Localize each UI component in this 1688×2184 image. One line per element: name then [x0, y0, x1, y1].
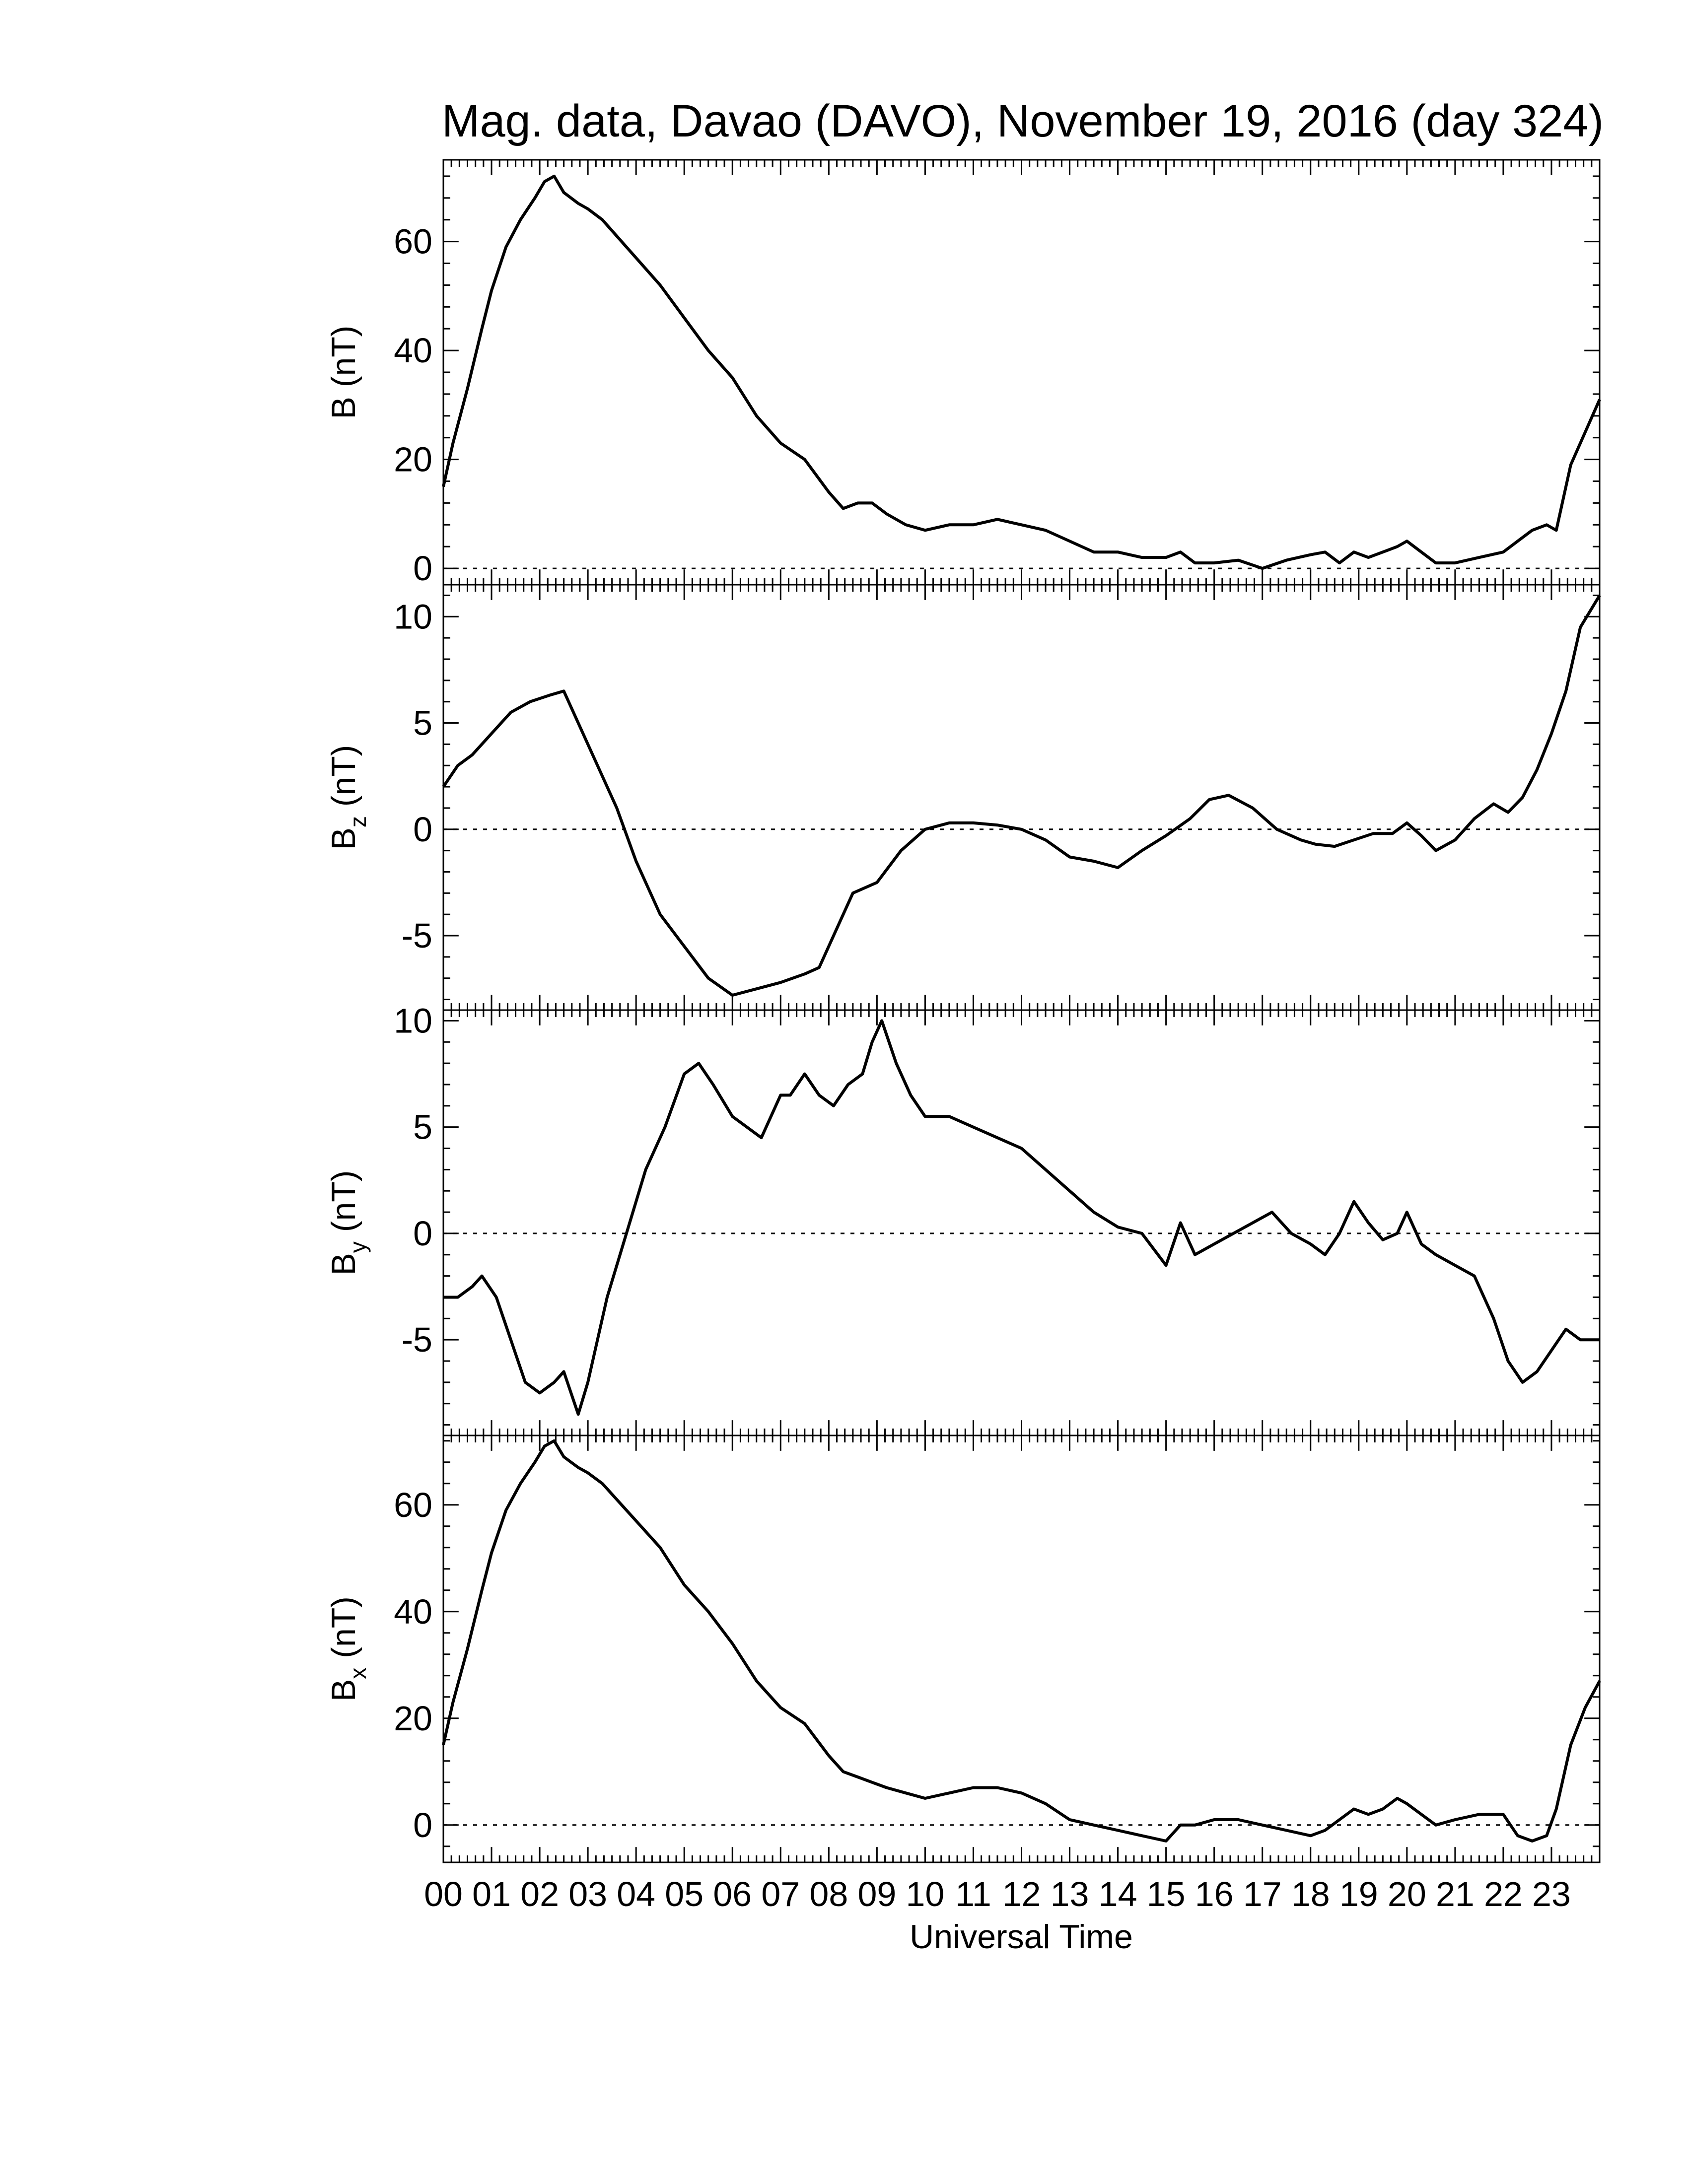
y-tick-label: -5 — [402, 1320, 432, 1359]
y-tick-label: 60 — [394, 222, 432, 261]
y-tick-label: 10 — [394, 597, 432, 636]
x-tick-label: 14 — [1099, 1875, 1137, 1913]
x-tick-label: 19 — [1339, 1875, 1378, 1913]
x-tick-label: 07 — [761, 1875, 800, 1913]
y-tick-label: 60 — [394, 1486, 432, 1524]
y-tick-label: 20 — [394, 440, 432, 479]
x-tick-label: 05 — [665, 1875, 703, 1913]
x-tick-label: 18 — [1291, 1875, 1330, 1913]
y-tick-label: 10 — [394, 1001, 432, 1040]
data-series-line — [442, 594, 1601, 997]
x-tick-label: 06 — [713, 1875, 752, 1913]
y-tick-label: 40 — [394, 1592, 432, 1631]
x-tick-label: 15 — [1147, 1875, 1186, 1913]
panel-b-total: 0 20 40 60 B (nT) — [325, 159, 1601, 588]
plot-frame — [442, 584, 1601, 1011]
panel-by: -5 0 5 10 By (nT) — [325, 1001, 1601, 1436]
y-tick-label: 0 — [413, 1214, 432, 1253]
x-tick-label: 00 — [424, 1875, 463, 1913]
x-tick-label: 08 — [809, 1875, 848, 1913]
panels: 0 20 40 60 B (nT) -5 0 5 10 Bz (nT) -5 0 5 10 By (nT) 0… — [325, 159, 1601, 1863]
plot-frame — [442, 1009, 1601, 1436]
data-series-line — [443, 1019, 1600, 1416]
y-axis-label: By (nT) — [325, 1170, 371, 1276]
y-axis-label: B (nT) — [325, 326, 362, 419]
x-tick-label: 13 — [1051, 1875, 1089, 1913]
x-axis-tick-labels: 00 01 02 03 04 05 06 07 08 09 10 11 12 13 14 15 16 17 18 19… — [424, 1875, 1571, 1913]
y-tick-label: 0 — [413, 549, 432, 588]
panel-bz: -5 0 5 10 Bz (nT) — [325, 584, 1601, 1011]
x-tick-label: 12 — [1002, 1875, 1041, 1913]
x-tick-label: 20 — [1388, 1875, 1426, 1913]
y-tick-label: 0 — [413, 1806, 432, 1844]
y-tick-label: 5 — [413, 704, 432, 743]
y-tick-label: 5 — [413, 1108, 432, 1147]
x-tick-label: 03 — [568, 1875, 607, 1913]
x-tick-label: 02 — [520, 1875, 559, 1913]
y-tick-label: -5 — [402, 916, 432, 955]
x-tick-label: 23 — [1532, 1875, 1571, 1913]
y-tick-label: 0 — [413, 810, 432, 849]
x-tick-label: 09 — [857, 1875, 896, 1913]
x-tick-label: 16 — [1195, 1875, 1234, 1913]
x-tick-label: 17 — [1243, 1875, 1282, 1913]
plot-frame — [442, 159, 1601, 586]
x-tick-label: 22 — [1484, 1875, 1523, 1913]
y-tick-label: 20 — [394, 1699, 432, 1738]
y-axis-label: Bz (nT) — [325, 745, 371, 850]
x-axis-title: Universal Time — [910, 1918, 1133, 1956]
y-axis-label: Bx (nT) — [325, 1596, 371, 1702]
x-tick-label: 04 — [617, 1875, 655, 1913]
x-tick-label: 10 — [906, 1875, 944, 1913]
panel-bx: 0 20 40 60 Bx (nT) — [325, 1434, 1601, 1863]
x-tick-label: 11 — [955, 1875, 991, 1913]
x-tick-label: 21 — [1436, 1875, 1475, 1913]
data-series-line — [442, 1439, 1601, 1843]
data-series-line — [442, 174, 1601, 570]
y-tick-label: 40 — [394, 331, 432, 370]
x-tick-label: 01 — [472, 1875, 511, 1913]
chart-title: Mag. data, Davao (DAVO), November 19, 20… — [442, 96, 1604, 146]
